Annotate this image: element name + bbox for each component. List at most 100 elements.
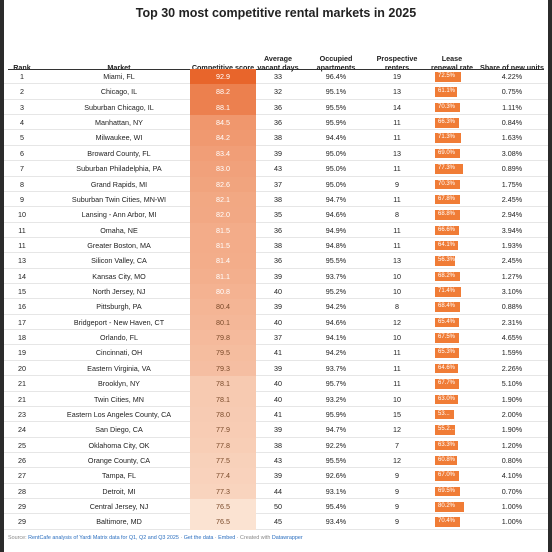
vacant-days-cell: 33: [274, 72, 282, 81]
table-row: 11 Greater Boston, MA 38 94.8% 11 1.93% 81.5 64…: [4, 237, 548, 254]
occupied-cell: 95.9%: [325, 118, 347, 128]
share-cell: 4.10%: [501, 471, 523, 481]
rank-cell: 7: [20, 164, 24, 174]
vacant-days-cell: 40: [274, 379, 282, 389]
share-cell: 0.88%: [501, 302, 523, 312]
header-occupied: Occupied apartments: [316, 54, 356, 72]
occupied-cell: 95.9%: [325, 409, 347, 419]
occupied-cell: 94.4%: [325, 133, 347, 143]
renters-cell: 11: [393, 164, 401, 174]
score-cell: 81.5: [190, 237, 256, 254]
lease-renewal-bar: 80.2%: [435, 502, 464, 512]
market-cell: Baltimore, MD: [96, 517, 142, 527]
occupied-cell: 93.1%: [325, 486, 347, 496]
share-cell: 3.08%: [501, 148, 523, 158]
get-data-link[interactable]: Get the data: [183, 535, 214, 541]
occupied-cell: 94.8%: [325, 240, 347, 250]
occupied-cell: 95.5%: [325, 102, 347, 112]
rank-cell: 11: [18, 240, 26, 250]
vacant-days-cell: 39: [274, 471, 282, 481]
rank-cell: 3: [20, 102, 24, 112]
rank-cell: 18: [18, 333, 26, 343]
table-row: 25 Oklahoma City, OK 38 92.2% 7 1.20% 77.8 63.3…: [4, 437, 548, 453]
footer: Source: RentCafe analysis of Yardi Matri…: [8, 535, 303, 541]
vacant-days-cell: 35: [274, 210, 282, 220]
share-cell: 1.00%: [501, 502, 523, 512]
share-cell: 2.94%: [501, 210, 523, 220]
renters-cell: 11: [393, 379, 401, 389]
market-cell: Broward County, FL: [87, 148, 151, 158]
share-cell: 0.80%: [501, 455, 523, 465]
share-cell: 1.90%: [501, 394, 523, 404]
market-cell: Lansing - Ann Arbor, MI: [81, 210, 157, 220]
market-cell: San Diego, CA: [95, 425, 143, 435]
market-cell: Chicago, IL: [100, 87, 138, 97]
lease-renewal-bar: 60.8%: [435, 455, 457, 466]
lease-renewal-bar: 67.0%: [435, 471, 460, 481]
share-cell: 1.11%: [502, 102, 522, 112]
score-cell: 84.2: [190, 130, 256, 146]
rank-cell: 1: [20, 72, 24, 81]
table-row: 19 Cincinnati, OH 41 94.2% 11 1.59% 79.5 65.3%: [4, 345, 548, 361]
vacant-days-cell: 37: [274, 179, 282, 189]
table-row: 21 Brooklyn, NY 40 95.7% 11 5.10% 78.1 67.7%: [4, 376, 548, 392]
lease-renewal-bar: 53...: [435, 409, 455, 420]
renters-cell: 13: [393, 87, 401, 97]
vacant-days-cell: 38: [274, 194, 282, 204]
occupied-cell: 95.7%: [325, 379, 347, 389]
market-cell: Suburban Chicago, IL: [84, 102, 154, 112]
rank-cell: 16: [18, 302, 26, 312]
occupied-cell: 94.6%: [325, 210, 347, 220]
score-cell: 81.1: [190, 268, 256, 285]
table-row: 23 Eastern Los Angeles County, CA 41 95.9% 1…: [4, 406, 548, 423]
share-cell: 1.90%: [501, 425, 523, 435]
score-cell: 81.5: [190, 222, 256, 238]
vacant-days-cell: 45: [274, 517, 282, 527]
rank-cell: 15: [18, 287, 26, 297]
lease-renewal-bar: 55.2...: [435, 425, 455, 435]
renters-cell: 11: [393, 133, 401, 143]
footer-source-link[interactable]: RentCafe analysis of Yardi Matrix data f…: [28, 535, 179, 541]
renters-cell: 13: [393, 148, 401, 158]
datawrapper-link[interactable]: Datawrapper: [271, 535, 303, 541]
table-row: 20 Eastern Virginia, VA 39 93.7% 11 2.26% 79.3…: [4, 360, 548, 377]
occupied-cell: 96.4%: [325, 72, 347, 81]
occupied-cell: 92.2%: [325, 440, 347, 450]
renters-cell: 12: [393, 425, 401, 435]
renters-cell: 9: [395, 502, 399, 512]
share-cell: 3.94%: [501, 225, 523, 235]
footer-source-label: Source:: [8, 535, 29, 541]
occupied-cell: 93.7%: [325, 363, 347, 373]
lease-renewal-bar: 70.3%: [435, 179, 461, 190]
vacant-days-cell: 36: [274, 256, 282, 266]
table-row: 15 North Jersey, NJ 40 95.2% 10 3.10% 80.8 71.4…: [4, 284, 548, 300]
embed-link[interactable]: Embed: [218, 535, 236, 541]
market-cell: Miami, FL: [103, 72, 135, 81]
renters-cell: 9: [395, 486, 399, 496]
occupied-cell: 95.0%: [325, 164, 347, 174]
footer-separator: ·: [178, 535, 184, 541]
lease-renewal-bar: 67.8%: [435, 194, 460, 205]
lease-renewal-bar: 65.3%: [435, 348, 459, 358]
header-score: Competitive score: [191, 63, 255, 72]
lease-renewal-bar: 65.4%: [435, 317, 459, 328]
share-cell: 0.75%: [501, 87, 523, 97]
lease-renewal-bar: 69.0%: [435, 148, 460, 159]
renters-cell: 12: [393, 317, 401, 327]
score-cell: 88.2: [190, 84, 256, 100]
vacant-days-cell: 50: [274, 502, 282, 512]
score-cell: 78.1: [190, 391, 256, 407]
share-cell: 2.31%: [501, 317, 523, 327]
occupied-cell: 95.0%: [325, 148, 347, 158]
score-cell: 82.1: [190, 191, 256, 208]
renters-cell: 11: [393, 240, 401, 250]
vacant-days-cell: 43: [274, 455, 282, 465]
market-cell: Grand Rapids, MI: [90, 179, 148, 189]
rank-cell: 26: [18, 455, 26, 465]
renters-cell: 10: [393, 394, 401, 404]
rank-cell: 20: [18, 363, 26, 373]
table-row: 29 Baltimore, MD 45 93.4% 9 1.00% 76.5 70.4%: [4, 514, 548, 530]
footer-separator: ·: [213, 535, 219, 541]
renters-cell: 13: [393, 256, 401, 266]
rank-cell: 19: [18, 348, 26, 358]
